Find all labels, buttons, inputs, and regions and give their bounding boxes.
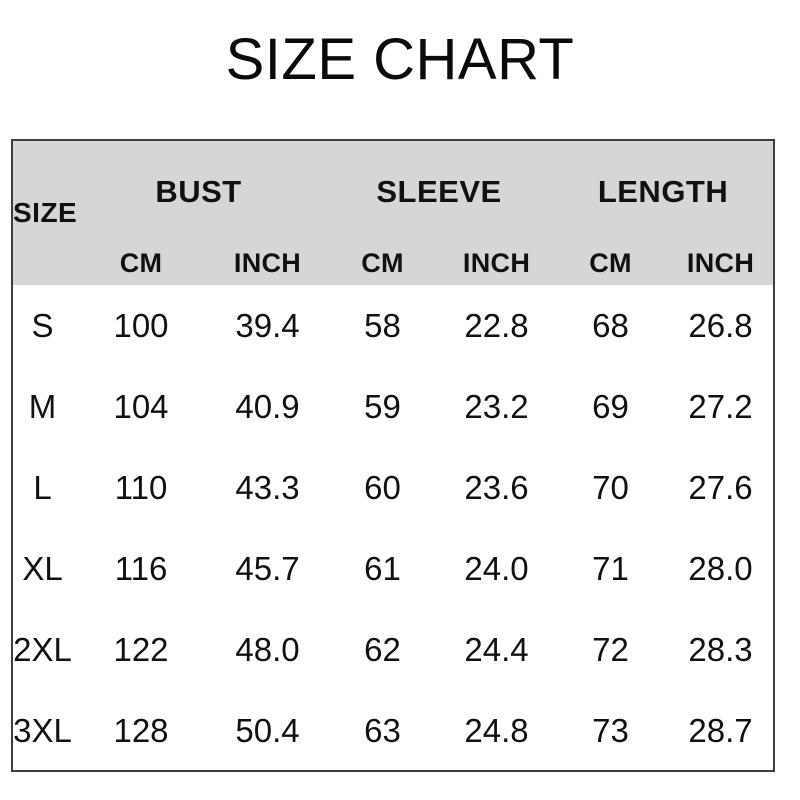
table-header: SIZE BUST SLEEVE LENGTH CM INCH CM INCH … bbox=[13, 141, 773, 285]
table-row: L 110 43.3 60 23.6 70 27.6 bbox=[13, 447, 773, 528]
cell-size: L bbox=[13, 447, 72, 528]
column-header-bust-cm: CM bbox=[72, 242, 210, 285]
cell-length-cm: 69 bbox=[553, 366, 669, 447]
cell-sleeve-cm: 62 bbox=[325, 609, 441, 690]
table-row: 2XL 122 48.0 62 24.4 72 28.3 bbox=[13, 609, 773, 690]
cell-sleeve-cm: 63 bbox=[325, 690, 441, 770]
cell-sleeve-inch: 23.6 bbox=[440, 447, 554, 528]
cell-length-cm: 71 bbox=[553, 528, 669, 609]
column-header-bust-inch: INCH bbox=[210, 242, 326, 285]
cell-size: 3XL bbox=[13, 690, 72, 770]
size-chart-table-container: SIZE BUST SLEEVE LENGTH CM INCH CM INCH … bbox=[11, 139, 775, 772]
cell-length-inch: 28.0 bbox=[668, 528, 773, 609]
cell-bust-inch: 43.3 bbox=[210, 447, 326, 528]
cell-length-cm: 70 bbox=[553, 447, 669, 528]
table-row: M 104 40.9 59 23.2 69 27.2 bbox=[13, 366, 773, 447]
cell-sleeve-cm: 60 bbox=[325, 447, 441, 528]
cell-length-inch: 27.6 bbox=[668, 447, 773, 528]
cell-sleeve-inch: 22.8 bbox=[440, 285, 554, 366]
cell-length-cm: 68 bbox=[553, 285, 669, 366]
cell-bust-cm: 100 bbox=[72, 285, 210, 366]
column-header-sleeve-inch: INCH bbox=[440, 242, 554, 285]
cell-length-inch: 27.2 bbox=[668, 366, 773, 447]
cell-size: 2XL bbox=[13, 609, 72, 690]
page-title: SIZE CHART bbox=[225, 27, 575, 92]
column-header-length-inch: INCH bbox=[668, 242, 773, 285]
cell-size: XL bbox=[13, 528, 72, 609]
table-body: S 100 39.4 58 22.8 68 26.8 M 104 40.9 59… bbox=[13, 285, 773, 770]
cell-length-inch: 28.7 bbox=[668, 690, 773, 770]
table-row: XL 116 45.7 61 24.0 71 28.0 bbox=[13, 528, 773, 609]
cell-sleeve-cm: 58 bbox=[325, 285, 441, 366]
cell-bust-inch: 50.4 bbox=[210, 690, 326, 770]
cell-length-inch: 26.8 bbox=[668, 285, 773, 366]
column-header-sleeve-cm: CM bbox=[325, 242, 441, 285]
cell-bust-inch: 40.9 bbox=[210, 366, 326, 447]
cell-sleeve-inch: 24.0 bbox=[440, 528, 554, 609]
cell-size: S bbox=[13, 285, 72, 366]
cell-bust-inch: 45.7 bbox=[210, 528, 326, 609]
cell-sleeve-cm: 59 bbox=[325, 366, 441, 447]
cell-sleeve-inch: 24.8 bbox=[440, 690, 554, 770]
cell-bust-cm: 104 bbox=[72, 366, 210, 447]
header-unit-row: CM INCH CM INCH CM INCH bbox=[13, 242, 773, 285]
cell-size: M bbox=[13, 366, 72, 447]
cell-bust-cm: 116 bbox=[72, 528, 210, 609]
column-group-header-sleeve: SLEEVE bbox=[325, 141, 554, 242]
table-row: S 100 39.4 58 22.8 68 26.8 bbox=[13, 285, 773, 366]
cell-bust-cm: 110 bbox=[72, 447, 210, 528]
cell-bust-inch: 48.0 bbox=[210, 609, 326, 690]
column-group-header-length: LENGTH bbox=[553, 141, 773, 242]
cell-length-inch: 28.3 bbox=[668, 609, 773, 690]
column-group-header-bust: BUST bbox=[72, 141, 326, 242]
cell-bust-inch: 39.4 bbox=[210, 285, 326, 366]
cell-length-cm: 73 bbox=[553, 690, 669, 770]
cell-bust-cm: 128 bbox=[72, 690, 210, 770]
cell-sleeve-inch: 24.4 bbox=[440, 609, 554, 690]
header-group-row: SIZE BUST SLEEVE LENGTH bbox=[13, 141, 773, 285]
size-chart-table: SIZE BUST SLEEVE LENGTH CM INCH CM INCH … bbox=[13, 141, 773, 770]
column-header-size: SIZE bbox=[13, 141, 77, 285]
column-header-length-cm: CM bbox=[553, 242, 669, 285]
cell-sleeve-inch: 23.2 bbox=[440, 366, 554, 447]
cell-bust-cm: 122 bbox=[72, 609, 210, 690]
cell-sleeve-cm: 61 bbox=[325, 528, 441, 609]
cell-length-cm: 72 bbox=[553, 609, 669, 690]
table-row: 3XL 128 50.4 63 24.8 73 28.7 bbox=[13, 690, 773, 770]
